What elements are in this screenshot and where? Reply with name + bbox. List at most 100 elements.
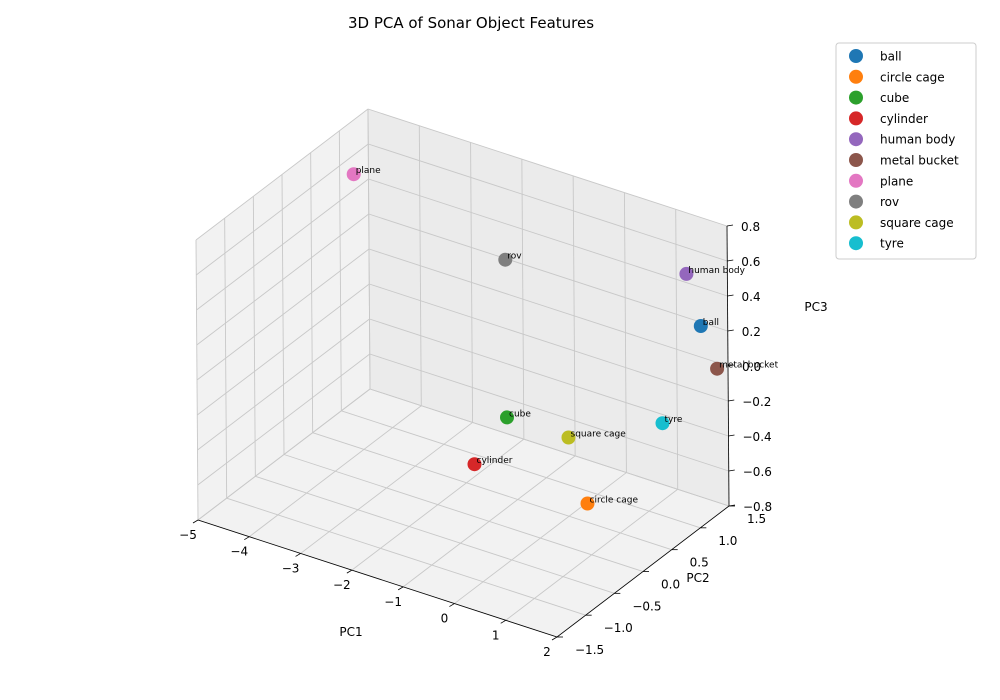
x-tick bbox=[500, 619, 506, 624]
z-tick bbox=[726, 224, 734, 227]
point-human-body bbox=[679, 266, 694, 281]
grid-line bbox=[196, 213, 370, 346]
legend-marker-metal-bucket bbox=[849, 153, 863, 167]
z-tick bbox=[728, 504, 736, 507]
legend-label-human-body: human body bbox=[880, 133, 955, 147]
x-tick-label: −4 bbox=[230, 545, 248, 559]
grid-line bbox=[197, 388, 371, 521]
x-tick-label: −3 bbox=[282, 561, 300, 575]
z-tick bbox=[728, 469, 735, 472]
grid-line bbox=[368, 143, 728, 262]
grid-line bbox=[195, 108, 369, 241]
legend-label-circle-cage: circle cage bbox=[880, 70, 945, 84]
x-tick-label: 2 bbox=[543, 645, 551, 659]
grid-line bbox=[369, 388, 730, 507]
legend: ball circle cage cube cylinder human body met… bbox=[835, 42, 977, 260]
legend-label-tyre: tyre bbox=[880, 237, 904, 251]
x-tick-label: 1 bbox=[492, 628, 500, 642]
x-tick-label: −1 bbox=[384, 595, 402, 609]
legend-label-plane: plane bbox=[880, 174, 913, 188]
z-tick bbox=[728, 434, 735, 437]
y-tick-label: 1.0 bbox=[718, 534, 737, 548]
x-tick bbox=[346, 569, 353, 574]
x-tick bbox=[295, 553, 301, 557]
grid-line bbox=[368, 213, 728, 332]
legend-label-ball: ball bbox=[880, 50, 902, 64]
x-tick-label: −5 bbox=[179, 528, 197, 542]
point-cylinder bbox=[467, 457, 482, 472]
point-label-rov: rov bbox=[507, 252, 522, 262]
x-tick-label: −2 bbox=[333, 578, 351, 592]
grid-line bbox=[195, 143, 369, 276]
point-cube bbox=[500, 410, 514, 425]
legend-label-cylinder: cylinder bbox=[880, 112, 928, 126]
z-tick bbox=[727, 329, 734, 332]
z-tick-label: 0.4 bbox=[742, 290, 761, 304]
point-plane bbox=[346, 167, 361, 182]
point-circle-cage bbox=[580, 496, 595, 511]
legend-label-metal-bucket: metal bucket bbox=[880, 154, 959, 168]
legend-marker-tyre bbox=[849, 236, 863, 251]
axis-panes bbox=[196, 109, 729, 637]
point-label-ball: ball bbox=[703, 318, 719, 328]
grid-line bbox=[341, 410, 701, 529]
grid-line bbox=[369, 353, 729, 472]
point-label-square-cage: square cage bbox=[571, 430, 627, 440]
y-tick-label: 0.0 bbox=[661, 578, 680, 592]
grid-line bbox=[196, 178, 369, 311]
grid-line bbox=[255, 475, 615, 594]
y-tick-label: −1.0 bbox=[604, 621, 633, 635]
chart-title: 3D PCA of Sonar Object Features bbox=[348, 14, 594, 32]
x-tick-label: 0 bbox=[441, 612, 449, 626]
z-tick-label: 0.2 bbox=[742, 325, 761, 339]
grid-line bbox=[196, 283, 370, 416]
point-label-human-body: human body bbox=[688, 266, 745, 276]
grid-line bbox=[283, 454, 644, 572]
z-tick-label: −0.4 bbox=[743, 430, 772, 444]
point-ball bbox=[693, 319, 708, 333]
point-label-metal-bucket: metal bucket bbox=[719, 361, 779, 371]
z-tick bbox=[727, 364, 735, 367]
legend-marker-rov bbox=[849, 194, 863, 209]
x-tick bbox=[192, 519, 199, 524]
z-tick bbox=[727, 294, 734, 297]
point-square-cage bbox=[561, 430, 576, 445]
legend-label-square-cage: square cage bbox=[880, 216, 954, 230]
x-tick bbox=[244, 536, 250, 541]
grid-line bbox=[368, 248, 729, 367]
grid-lines bbox=[195, 108, 730, 638]
grid-line bbox=[312, 432, 672, 551]
legend-marker-ball bbox=[849, 49, 863, 63]
legend-marker-cube bbox=[849, 90, 863, 105]
legend-marker-square-cage bbox=[849, 215, 863, 230]
grid-line bbox=[367, 108, 728, 227]
y-tick-label: 0.5 bbox=[690, 556, 709, 570]
grid-line bbox=[369, 318, 729, 437]
z-tick-label: 0.0 bbox=[742, 360, 761, 374]
z-tick-label: −0.8 bbox=[743, 500, 772, 514]
legend-label-cube: cube bbox=[880, 91, 909, 105]
legend-marker-cylinder bbox=[849, 111, 863, 126]
z-tick-label: −0.6 bbox=[743, 465, 772, 479]
x-axis-line bbox=[197, 519, 558, 638]
x-tick bbox=[449, 603, 455, 607]
point-label-tyre: tyre bbox=[665, 415, 683, 425]
z-tick-label: 0.6 bbox=[741, 255, 760, 269]
point-rov bbox=[498, 252, 513, 267]
x-axis-label: PC1 bbox=[339, 625, 362, 639]
y-tick-label: 1.5 bbox=[747, 512, 766, 526]
y-tick-label: −0.5 bbox=[632, 599, 661, 613]
x-tick bbox=[551, 636, 558, 641]
legend-box bbox=[835, 42, 977, 260]
point-metal-bucket bbox=[710, 361, 725, 376]
grid-line bbox=[196, 248, 370, 381]
data-points: ball circle cage cube cylinder human body met… bbox=[346, 166, 779, 511]
point-label-cylinder: cylinder bbox=[477, 456, 513, 466]
legend-marker-plane bbox=[849, 173, 863, 188]
grid-line bbox=[226, 497, 586, 616]
grid-line bbox=[197, 353, 371, 486]
z-axis-label: PC3 bbox=[804, 300, 827, 314]
legend-marker-circle-cage bbox=[849, 69, 863, 84]
z-tick bbox=[728, 399, 735, 402]
